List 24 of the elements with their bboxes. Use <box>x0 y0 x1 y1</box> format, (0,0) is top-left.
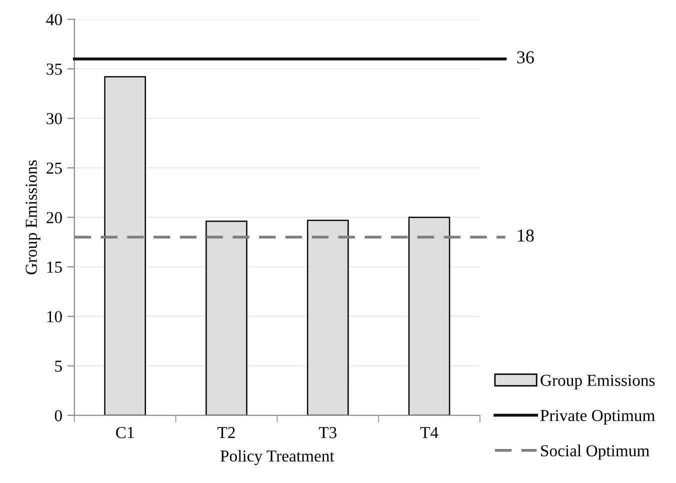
legend-label: Private Optimum <box>540 410 655 425</box>
y-tick-label: 30 <box>46 113 62 124</box>
y-tick-label: 5 <box>55 360 62 372</box>
x-axis-title: Policy Treatment <box>220 450 334 466</box>
legend-label: Social Optimum <box>541 444 650 460</box>
x-tick-label: C1 <box>116 427 134 438</box>
x-tick-label: T2 <box>218 427 235 438</box>
y-tick-label: 35 <box>46 64 62 75</box>
y-tick-label: 20 <box>46 212 62 224</box>
y-tick-label: 0 <box>54 410 62 422</box>
legend-label: Group Emissions <box>540 374 655 390</box>
y-tick-label: 15 <box>47 262 62 273</box>
y-tick-label: 25 <box>46 162 62 174</box>
text: 36 <box>517 51 534 64</box>
y-axis-title: Group Emissions <box>26 160 40 274</box>
y-tick-label: 10 <box>47 311 62 322</box>
y-tick-label: 40 <box>46 14 62 26</box>
bar <box>408 216 450 416</box>
x-tick-label: T4 <box>420 427 438 438</box>
bar <box>104 76 146 416</box>
bar <box>206 220 248 416</box>
x-tick-label: T3 <box>318 427 336 438</box>
text: 18 <box>518 229 534 242</box>
bar <box>306 220 349 416</box>
